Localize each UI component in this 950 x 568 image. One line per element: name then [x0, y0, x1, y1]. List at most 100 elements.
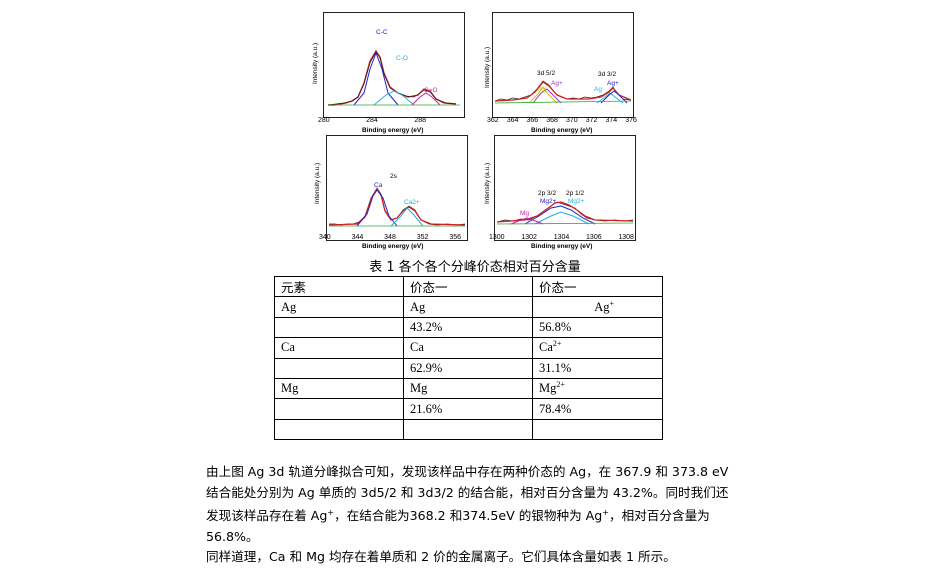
x-axis-label: Binding energy (eV)	[362, 127, 424, 134]
table-row: Ca Ca Ca2+	[274, 337, 663, 359]
cell-text: Ag	[594, 299, 610, 314]
table-row: 43.2% 56.8%	[274, 316, 663, 339]
x-tick: 362	[487, 117, 499, 124]
table-row: 21.6% 78.4%	[274, 398, 663, 420]
valence-percentage-table: 元素 价态一 价态一 Ag Ag Ag+ 43.2% 56.8% Ca Ca C…	[274, 275, 663, 441]
table-row	[274, 418, 663, 441]
x-axis-ticks: 1300 1302 1304 1306 1308	[489, 234, 634, 241]
x-axis-label: Binding energy (eV)	[531, 127, 593, 134]
y-axis-label: Intensity (a.u.)	[484, 46, 491, 88]
x-tick: 284	[366, 117, 378, 124]
header-cell: 价态一	[532, 275, 663, 298]
x-tick: 1304	[553, 234, 570, 241]
x-axis-ticks: 340 344 348 352 356	[319, 234, 461, 241]
plot-area	[323, 12, 465, 118]
ca2s-spectrum	[328, 187, 466, 227]
x-axis-ticks: 362 364 366 368 370 372 374 376	[487, 117, 637, 124]
table-row: 62.9% 31.1%	[274, 357, 663, 379]
mg-spectrum	[496, 201, 634, 225]
peak-label-ca: Ca	[374, 182, 383, 189]
peak-label-co: C-O	[396, 55, 408, 62]
peak-label-mg2plus: Mg2+	[568, 198, 585, 205]
x-tick: 356	[449, 234, 461, 241]
cell-text: Mg	[539, 381, 557, 396]
x-tick: 364	[506, 117, 519, 124]
peak-label-2p32: 2p 3/2	[538, 190, 557, 197]
paragraph-line: 由上图 Ag 3d 轨道分峰拟合可知，发现该样品中存在两种价态的 Ag，在 36…	[206, 464, 729, 479]
table-cell: 56.8%	[532, 316, 663, 339]
x-tick: 368	[546, 117, 558, 124]
y-axis-label: Intensity (a.u.)	[314, 162, 321, 204]
x-tick: 1300	[489, 234, 505, 241]
superscript: +	[602, 508, 609, 517]
y-axis-label: Intensity (a.u.)	[484, 162, 491, 204]
x-tick: 374	[605, 117, 618, 124]
table-cell: Mg	[403, 377, 533, 400]
x-tick: 372	[585, 117, 598, 124]
table-cell: Ag	[274, 296, 404, 318]
x-tick: 366	[526, 117, 539, 124]
text-segment: ，相对百分含量为56.8%。	[206, 508, 710, 544]
y-axis-label: Intensity (a.u.)	[312, 42, 319, 84]
peak-label-c-double-o: C=O	[424, 87, 438, 94]
table-cell	[274, 357, 404, 379]
table-cell: 31.1%	[532, 357, 663, 379]
table-cell	[274, 418, 404, 441]
cell-sup: 2+	[552, 339, 562, 349]
table-cell	[403, 418, 533, 441]
plot-area	[494, 135, 636, 241]
peak-label-ag-plus: Ag+	[607, 80, 619, 87]
paragraph-line: 同样道理，Ca 和 Mg 均存在着单质和 2 价的金属离子。它们具体含量如表 1…	[206, 549, 676, 565]
table-cell: Mg	[274, 377, 404, 400]
table-cell	[274, 398, 404, 420]
plot-area	[492, 12, 634, 118]
x-tick: 344	[351, 234, 364, 241]
table-row: Ag Ag Ag+	[274, 296, 663, 318]
body-paragraph: 由上图 Ag 3d 轨道分峰拟合可知，发现该样品中存在两种价态的 Ag，在 36…	[206, 462, 758, 568]
plot-area	[326, 135, 468, 241]
peak-label-cc: C-C	[376, 29, 388, 36]
cell-sup: +	[609, 298, 614, 308]
header-cell: 价态一	[403, 275, 533, 298]
paragraph-line: 结合能处分别为 Ag 单质的 3d5/2 和 3d3/2 的结合能，相对百分含量…	[206, 484, 729, 500]
x-tick: 352	[416, 234, 429, 241]
x-tick: 1306	[586, 234, 602, 241]
table-cell: 78.4%	[532, 398, 663, 420]
x-tick: 348	[384, 234, 396, 241]
table-caption: 表 1 各个各个分峰价态相对百分含量	[369, 260, 581, 275]
peak-label-ca2plus: Ca2+	[404, 199, 420, 206]
x-axis-label: Binding energy (eV)	[362, 243, 424, 250]
peak-label-ag: Ag	[538, 86, 546, 93]
peak-label-ag-plus: Ag+	[551, 80, 563, 87]
peak-label-2p12: 2p 1/2	[566, 190, 585, 197]
table-cell	[532, 418, 663, 441]
table-cell: 43.2%	[403, 316, 533, 339]
x-tick: 280	[318, 117, 330, 124]
x-tick: 376	[625, 117, 637, 124]
table-cell: Ca2+	[532, 337, 663, 359]
x-tick: 370	[566, 117, 578, 124]
table-header-row: 元素 价态一 价态一	[274, 275, 663, 298]
peak-label-2s: 2s	[390, 173, 397, 180]
peak-label-mg2plus: Mg2+	[540, 198, 557, 205]
text-segment: 发现该样品存在着 Ag	[206, 508, 328, 524]
superscript: +	[327, 508, 335, 517]
x-axis-ticks: 280 284 288	[318, 117, 426, 124]
x-tick: 1308	[618, 234, 634, 241]
peak-label-3d32: 3d 3/2	[598, 71, 617, 78]
cell-sup: 2+	[556, 379, 565, 389]
table-cell: 21.6%	[403, 398, 533, 420]
header-cell: 元素	[274, 275, 404, 298]
x-tick: 340	[319, 234, 331, 241]
paragraph-line: 发现该样品存在着 Ag+，在结合能为368.2 和374.5eV 的银物种为 A…	[206, 503, 758, 547]
table-cell: Ag	[403, 296, 533, 318]
cell-text: Ca	[539, 340, 553, 355]
x-axis-label: Binding energy (eV)	[531, 243, 593, 250]
table-cell: 62.9%	[403, 357, 533, 379]
c1s-spectrum	[327, 49, 460, 106]
peak-label-3d52: 3d 5/2	[537, 70, 556, 77]
table-cell: Ag+	[532, 296, 663, 318]
ag3d-spectrum	[494, 80, 632, 104]
xps-figure-group: Intensity (a.u.) C-C C-O C=O 280 284 288…	[0, 0, 950, 255]
table-cell: Ca	[403, 337, 533, 359]
